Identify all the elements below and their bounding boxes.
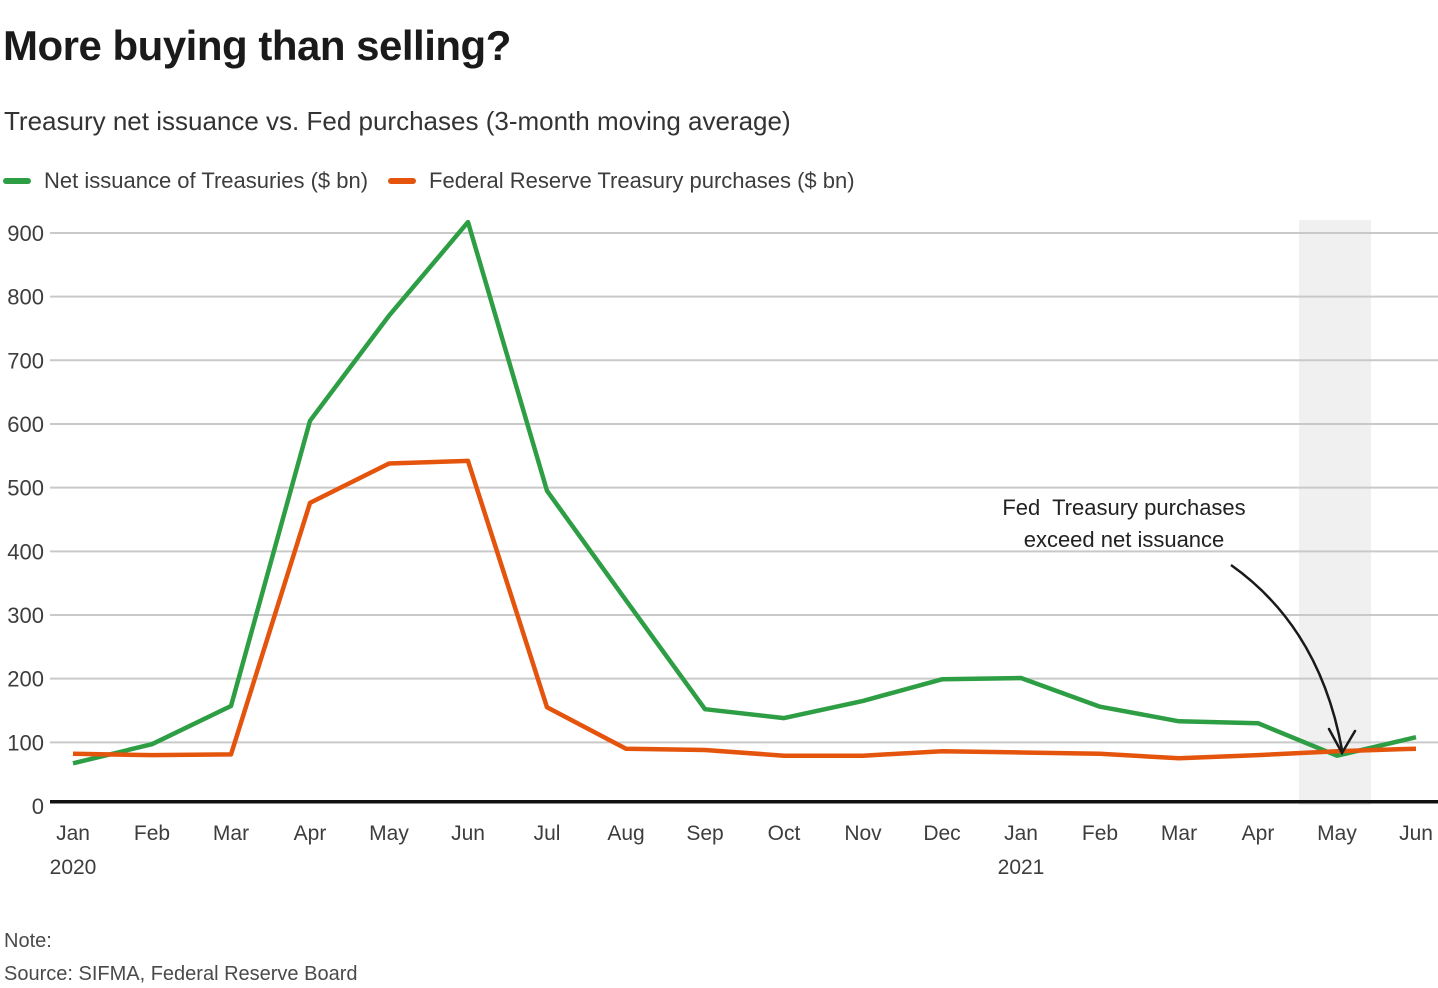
legend-swatch-orange-icon: [388, 178, 417, 184]
y-tick-label: 900: [7, 221, 44, 246]
x-tick-label: Sep: [686, 822, 723, 845]
x-tick-label: Mar: [213, 822, 249, 845]
x-tick-label: May: [369, 822, 409, 845]
x-tick-label: Dec: [923, 822, 960, 845]
legend-swatch-green-icon: [3, 178, 31, 184]
legend: Net issuance of Treasuries ($ bn) Federa…: [3, 168, 855, 194]
chart-layers: 0 100 200 300 400 500 600 700 800 900 Jan Feb Mar Apr…: [7, 219, 1438, 879]
series-line-net-issuance: [72, 219, 1417, 766]
legend-item-fed-purchases: Federal Reserve Treasury purchases ($ bn…: [388, 168, 855, 194]
x-tick-label: May: [1317, 822, 1357, 845]
y-tick-label: 200: [7, 667, 44, 692]
series-line-fed-purchases: [72, 458, 1417, 761]
annotation-arrow: [1230, 563, 1344, 751]
note-label: Note:: [4, 930, 52, 952]
x-axis-baseline: [50, 800, 1438, 804]
x-tick-label: Feb: [134, 822, 170, 845]
y-tick-label: 700: [7, 348, 44, 373]
y-tick-label: 500: [7, 476, 44, 501]
legend-label-net-issuance: Net issuance of Treasuries ($ bn): [44, 168, 369, 193]
y-tick-label: 100: [7, 730, 44, 755]
y-tick-label: 800: [7, 285, 44, 310]
legend-label-fed-purchases: Federal Reserve Treasury purchases ($ bn…: [429, 168, 855, 193]
x-tick-label: Jan: [56, 822, 90, 845]
x-tick-label: Nov: [844, 822, 882, 845]
legend-item-net-issuance: Net issuance of Treasuries ($ bn): [3, 168, 368, 194]
y-tick-label: 0: [32, 794, 44, 819]
y-tick-label: 300: [7, 603, 44, 628]
x-tick-label: Mar: [1161, 822, 1197, 845]
x-year-label: 2020: [50, 856, 97, 879]
x-tick-label: Jun: [451, 822, 485, 845]
annotation-arrowhead-icon: [1327, 727, 1357, 756]
source-label: Source: SIFMA, Federal Reserve Board: [4, 963, 358, 985]
x-tick-label: Feb: [1082, 822, 1118, 845]
x-tick-label: Apr: [1242, 822, 1275, 845]
y-tick-label: 600: [7, 412, 44, 437]
x-tick-label: Jul: [534, 822, 561, 845]
highlight-band: [1299, 220, 1371, 805]
y-tick-label: 400: [7, 539, 44, 564]
chart-subtitle: Treasury net issuance vs. Fed purchases …: [4, 106, 791, 136]
x-year-label: 2021: [998, 856, 1045, 879]
x-tick-label: Apr: [294, 822, 327, 845]
annotation-line1: Fed Treasury purchases: [1002, 495, 1245, 520]
x-tick-label: Oct: [768, 822, 801, 845]
annotation-line2: exceed net issuance: [1024, 527, 1225, 552]
x-tick-label: Jan: [1004, 822, 1038, 845]
page-title: More buying than selling?: [3, 22, 511, 69]
x-tick-label: Aug: [607, 822, 644, 845]
x-tick-label: Jun: [1399, 822, 1433, 845]
